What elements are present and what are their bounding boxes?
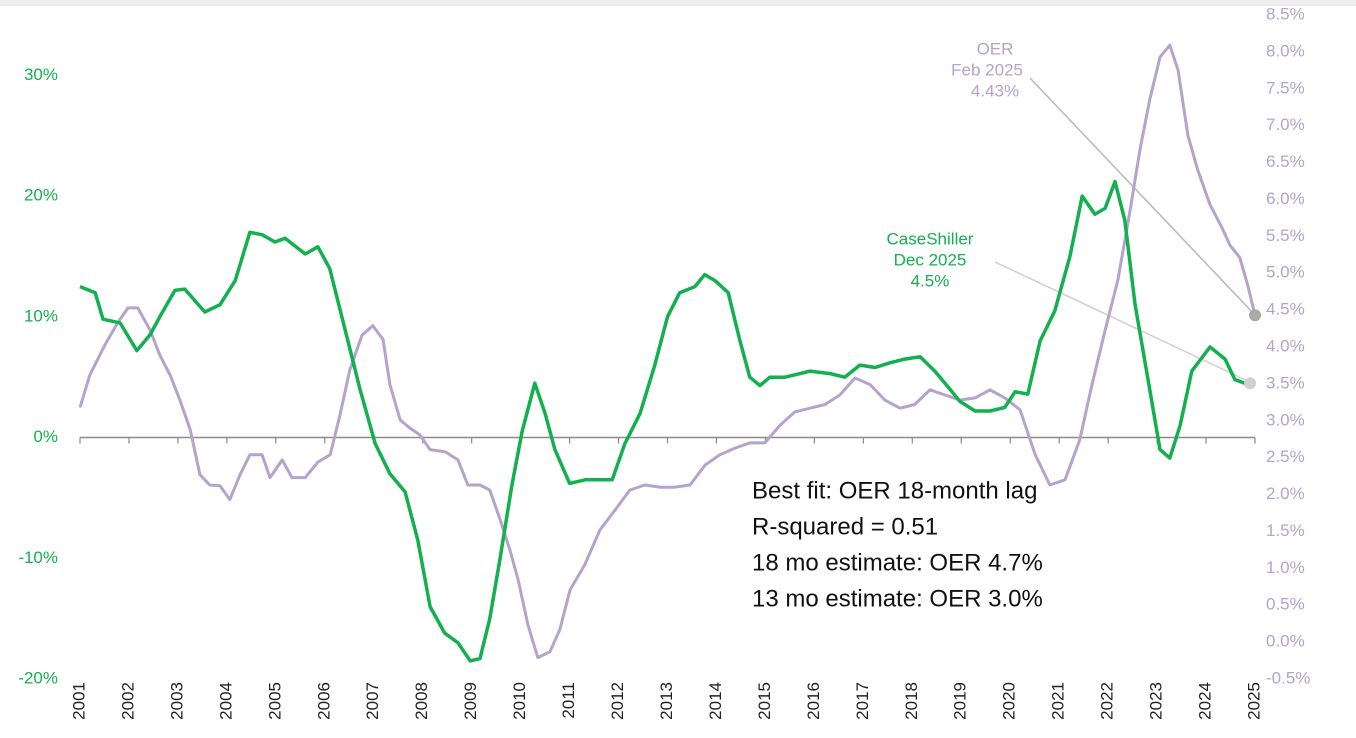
end-point: [1249, 309, 1261, 322]
y2-tick-label: 3.5%: [1266, 373, 1305, 392]
x-tick-label: 2008: [412, 682, 431, 720]
x-tick-label: 2024: [1196, 682, 1215, 720]
y2-tick-label: 7.0%: [1266, 115, 1305, 134]
x-tick-label: 2005: [265, 682, 284, 720]
annotation-text: Feb 2025: [951, 60, 1023, 79]
x-tick-label: 2020: [1000, 682, 1019, 720]
x-tick-label: 2013: [657, 682, 676, 720]
x-tick-label: 2003: [167, 682, 186, 720]
x-tick-label: 2014: [706, 682, 725, 720]
top-strip: [0, 0, 1356, 6]
y2-tick-label: 7.5%: [1266, 78, 1305, 97]
y2-tick-label: 1.5%: [1266, 521, 1305, 540]
annotation-text: OER: [977, 39, 1014, 58]
y2-tick-label: 0.0%: [1266, 632, 1305, 651]
y-tick-label: 20%: [24, 186, 58, 205]
x-tick-label: 2018: [902, 682, 921, 720]
oer-connector: [1029, 77, 1256, 316]
x-tick-label: 2022: [1098, 682, 1117, 720]
annotation-text: Dec 2025: [894, 250, 967, 269]
x-tick-label: 2021: [1049, 682, 1068, 720]
x-tick-label: 2007: [363, 682, 382, 720]
y2-tick-label: 6.5%: [1266, 152, 1305, 171]
y-tick-label: -20%: [18, 668, 58, 687]
x-tick-label: 2002: [118, 682, 137, 720]
y2-tick-label: 1.0%: [1266, 558, 1305, 577]
x-tick-label: 2025: [1244, 682, 1263, 720]
fit-note: 13 mo estimate: OER 3.0%: [752, 585, 1043, 612]
x-tick-label: 2010: [510, 682, 529, 720]
x-tick-label: 2006: [314, 682, 333, 720]
series-line: [78, 43, 1257, 660]
y-tick-label: 0%: [33, 427, 58, 446]
y2-tick-label: 2.0%: [1266, 484, 1305, 503]
y2-tick-label: 5.0%: [1266, 263, 1305, 282]
x-tick-label: 2015: [755, 682, 774, 720]
y2-tick-label: 0.5%: [1266, 595, 1305, 614]
y2-tick-label: 4.0%: [1266, 336, 1305, 355]
x-tick-label: 2004: [216, 682, 235, 720]
y2-tick-label: 8.5%: [1266, 4, 1305, 23]
y2-tick-label: 4.5%: [1266, 300, 1305, 319]
fit-note: Best fit: OER 18-month lag: [752, 477, 1037, 504]
series-line: [79, 179, 1251, 663]
y2-tick-label: 2.5%: [1266, 447, 1305, 466]
y2-tick-label: 3.0%: [1266, 410, 1305, 429]
x-tick-label: 2012: [608, 682, 627, 720]
y2-tick-label: 6.0%: [1266, 189, 1305, 208]
end-point: [1244, 377, 1257, 390]
y-tick-label: 10%: [24, 306, 58, 325]
x-tick-label: 2011: [559, 682, 578, 719]
annotation-text: CaseShiller: [887, 229, 974, 248]
x-tick-label: 2016: [804, 682, 823, 720]
y2-tick-label: 8.0%: [1266, 41, 1305, 60]
y2-tick-label: -0.5%: [1266, 668, 1310, 687]
caseshiller-connector: [994, 261, 1251, 383]
x-tick-label: 2023: [1147, 682, 1166, 720]
annotation-text: 4.43%: [971, 81, 1019, 100]
y-tick-label: -10%: [18, 548, 58, 567]
x-tick-label: 2009: [461, 682, 480, 720]
annotation-text: 4.5%: [911, 271, 950, 290]
x-tick-label: 2001: [69, 682, 88, 720]
fit-note: 18 mo estimate: OER 4.7%: [752, 549, 1043, 576]
x-tick-label: 2019: [951, 682, 970, 720]
fit-note: R-squared = 0.51: [752, 513, 938, 540]
x-tick-label: 2017: [853, 682, 872, 720]
y2-tick-label: 5.5%: [1266, 226, 1305, 245]
y-tick-label: 30%: [24, 65, 58, 84]
